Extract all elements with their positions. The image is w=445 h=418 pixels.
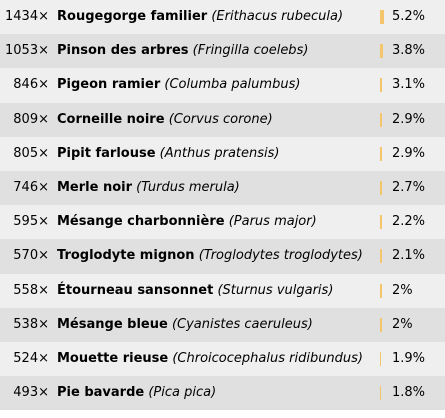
species-name: Mésange bleue (Cyanistes caeruleus) bbox=[57, 308, 313, 342]
species-name: Merle noir (Turdus merula) bbox=[57, 171, 240, 205]
share-percent: 1.8% bbox=[392, 385, 426, 401]
common-name[interactable]: Rougegorge familier bbox=[57, 9, 208, 24]
share-bar bbox=[380, 180, 382, 195]
share-bar-track bbox=[380, 112, 384, 127]
share-bar bbox=[380, 249, 382, 264]
observation-count: 558× bbox=[13, 282, 49, 298]
common-name[interactable]: Merle noir bbox=[57, 179, 133, 195]
share-bar-track bbox=[380, 283, 384, 298]
common-name[interactable]: Mouette rieuse bbox=[57, 350, 169, 366]
share-bar-track bbox=[380, 146, 384, 161]
species-name: Mouette rieuse (Chroicocephalus ridibund… bbox=[57, 342, 363, 376]
common-name[interactable]: Mésange charbonnière bbox=[57, 214, 225, 230]
species-name: Corneille noire (Corvus corone) bbox=[57, 103, 273, 137]
observation-count: 746× bbox=[13, 179, 49, 195]
share-bar-track bbox=[380, 317, 384, 332]
share-percent: 3.1% bbox=[392, 77, 426, 93]
share-percent: 2.1% bbox=[392, 248, 426, 264]
species-name: Pie bavarde (Pica pica) bbox=[57, 376, 216, 410]
observation-count: 846× bbox=[13, 77, 49, 93]
observation-count: 524× bbox=[13, 350, 49, 366]
species-name: Pigeon ramier (Columba palumbus) bbox=[57, 68, 300, 102]
share-bar bbox=[380, 283, 382, 298]
share-bar bbox=[380, 146, 382, 161]
species-name: Étourneau sansonnet (Sturnus vulgaris) bbox=[57, 274, 333, 308]
scientific-name: (Anthus pratensis) bbox=[159, 145, 280, 161]
share-bar bbox=[380, 351, 381, 366]
share-bar-track bbox=[380, 10, 384, 24]
observation-count: 538× bbox=[13, 316, 49, 332]
share-percent: 2.9% bbox=[392, 145, 426, 161]
table-row: 524× Mouette rieuse (Chroicocephalus ridi… bbox=[0, 341, 445, 377]
share-bar-track bbox=[380, 249, 384, 264]
share-bar bbox=[380, 112, 382, 127]
scientific-name: (Chroicocephalus ridibundus) bbox=[172, 350, 364, 366]
table-row: 1434× Rougegorge familier (Erithacus rube… bbox=[0, 0, 445, 35]
share-bar bbox=[380, 215, 382, 230]
table-row: 570× Troglodyte mignon (Troglodytes trogl… bbox=[0, 239, 445, 274]
observation-count: 805× bbox=[13, 145, 49, 161]
scientific-name: (Fringilla coelebs) bbox=[192, 43, 309, 59]
share-percent: 3.8% bbox=[392, 43, 426, 59]
scientific-name: (Columba palumbus) bbox=[164, 77, 301, 93]
scientific-name: (Cyanistes caeruleus) bbox=[171, 316, 313, 332]
observation-count: 1434× bbox=[5, 9, 49, 24]
share-percent: 2.9% bbox=[392, 111, 426, 127]
observation-count: 493× bbox=[13, 385, 49, 401]
scientific-name: (Parus major) bbox=[228, 214, 317, 230]
common-name[interactable]: Corneille noire bbox=[57, 111, 165, 127]
species-name: Pipit farlouse (Anthus pratensis) bbox=[57, 137, 279, 171]
table-row: 846× Pigeon ramier (Columba palumbus) 3.1% bbox=[0, 68, 445, 103]
table-row: 558× Étourneau sansonnet (Sturnus vulgari… bbox=[0, 273, 445, 308]
scientific-name: (Erithacus rubecula) bbox=[211, 9, 344, 24]
share-bar-track bbox=[380, 215, 384, 230]
share-bar bbox=[380, 386, 381, 401]
share-bar bbox=[380, 78, 382, 93]
observation-count: 570× bbox=[13, 248, 49, 264]
table-row: 805× Pipit farlouse (Anthus pratensis) 2.9… bbox=[0, 136, 445, 171]
share-percent: 2% bbox=[392, 282, 413, 298]
share-bar-track bbox=[380, 386, 384, 401]
common-name[interactable]: Pinson des arbres bbox=[57, 43, 189, 59]
species-name: Rougegorge familier (Erithacus rubecula) bbox=[57, 0, 343, 34]
share-percent: 1.9% bbox=[392, 350, 426, 366]
table-row: 493× Pie bavarde (Pica pica) 1.8% bbox=[0, 376, 445, 411]
scientific-name: (Corvus corone) bbox=[168, 111, 273, 127]
share-bar bbox=[380, 10, 384, 24]
share-percent: 5.2% bbox=[392, 9, 426, 24]
species-name: Mésange charbonnière (Parus major) bbox=[57, 205, 317, 239]
share-bar-track bbox=[380, 180, 384, 195]
common-name[interactable]: Mésange bleue bbox=[57, 316, 168, 332]
observation-count: 809× bbox=[13, 111, 49, 127]
scientific-name: (Pica pica) bbox=[148, 385, 217, 401]
share-percent: 2% bbox=[392, 316, 413, 332]
scientific-name: (Sturnus vulgaris) bbox=[217, 282, 334, 298]
share-bar-track bbox=[380, 78, 384, 93]
share-percent: 2.7% bbox=[392, 179, 426, 195]
share-bar-track bbox=[380, 44, 384, 59]
table-row: 595× Mésange charbonnière (Parus major) 2.… bbox=[0, 205, 445, 240]
table-row: 538× Mésange bleue (Cyanistes caeruleus) 2… bbox=[0, 307, 445, 342]
share-bar bbox=[380, 44, 383, 59]
observation-count: 595× bbox=[13, 214, 49, 230]
table-row: 1053× Pinson des arbres (Fringilla coeleb… bbox=[0, 34, 445, 69]
table-row: 809× Corneille noire (Corvus corone) 2.9% bbox=[0, 102, 445, 137]
common-name[interactable]: Pipit farlouse bbox=[57, 145, 156, 161]
share-bar bbox=[380, 317, 382, 332]
common-name[interactable]: Étourneau sansonnet bbox=[57, 282, 214, 298]
common-name[interactable]: Pie bavarde bbox=[57, 385, 145, 401]
share-bar-track bbox=[380, 351, 384, 366]
scientific-name: (Turdus merula) bbox=[136, 179, 240, 195]
table-row: 746× Merle noir (Turdus merula) 2.7% bbox=[0, 170, 445, 206]
species-name: Troglodyte mignon (Troglodytes troglodyt… bbox=[57, 239, 363, 273]
species-name: Pinson des arbres (Fringilla coelebs) bbox=[57, 34, 308, 68]
observation-count: 1053× bbox=[5, 43, 49, 59]
common-name[interactable]: Pigeon ramier bbox=[57, 77, 161, 93]
share-percent: 2.2% bbox=[392, 214, 426, 230]
scientific-name: (Troglodytes troglodytes) bbox=[198, 248, 363, 264]
common-name[interactable]: Troglodyte mignon bbox=[57, 248, 195, 264]
